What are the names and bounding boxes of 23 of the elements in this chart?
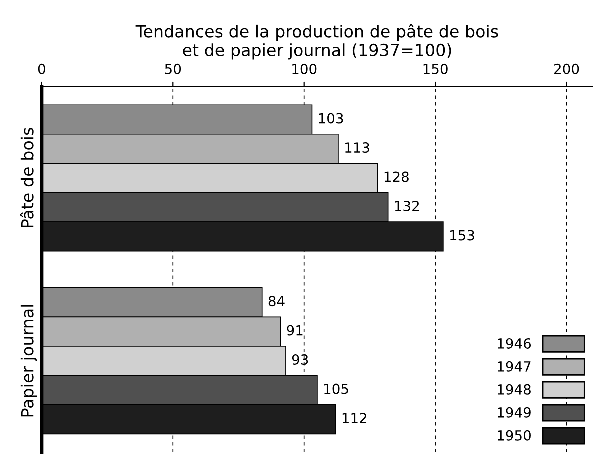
y-tick-label: Papier journal [20, 305, 38, 417]
data-label: 84 [268, 296, 285, 307]
data-label: 128 [384, 172, 409, 182]
data-label: 91 [287, 325, 303, 336]
chart-title: Tendances de la production de pâte de bois et de papier journal (1937=100) [136, 24, 498, 60]
data-label: 105 [324, 384, 348, 394]
data-label: 93 [292, 354, 308, 366]
legend-label: 1947 [498, 361, 531, 372]
data-label: 153 [450, 230, 474, 241]
data-label: 132 [395, 201, 419, 212]
x-tick-label: 0 [38, 64, 46, 74]
legend-label: 1946 [498, 338, 532, 349]
data-label: 113 [346, 142, 370, 154]
x-tick-label: 200 [554, 64, 580, 74]
legend-label: 1950 [498, 430, 531, 441]
x-tick-label: 150 [424, 64, 448, 74]
data-label: 112 [342, 413, 367, 424]
legend-label: 1949 [498, 407, 531, 418]
legend-label: 1948 [498, 384, 531, 395]
y-tick-label: Pâte de bois [20, 128, 34, 228]
data-label: 103 [319, 113, 344, 124]
x-tick-label: 100 [292, 64, 317, 74]
x-tick-label: 50 [165, 64, 182, 74]
